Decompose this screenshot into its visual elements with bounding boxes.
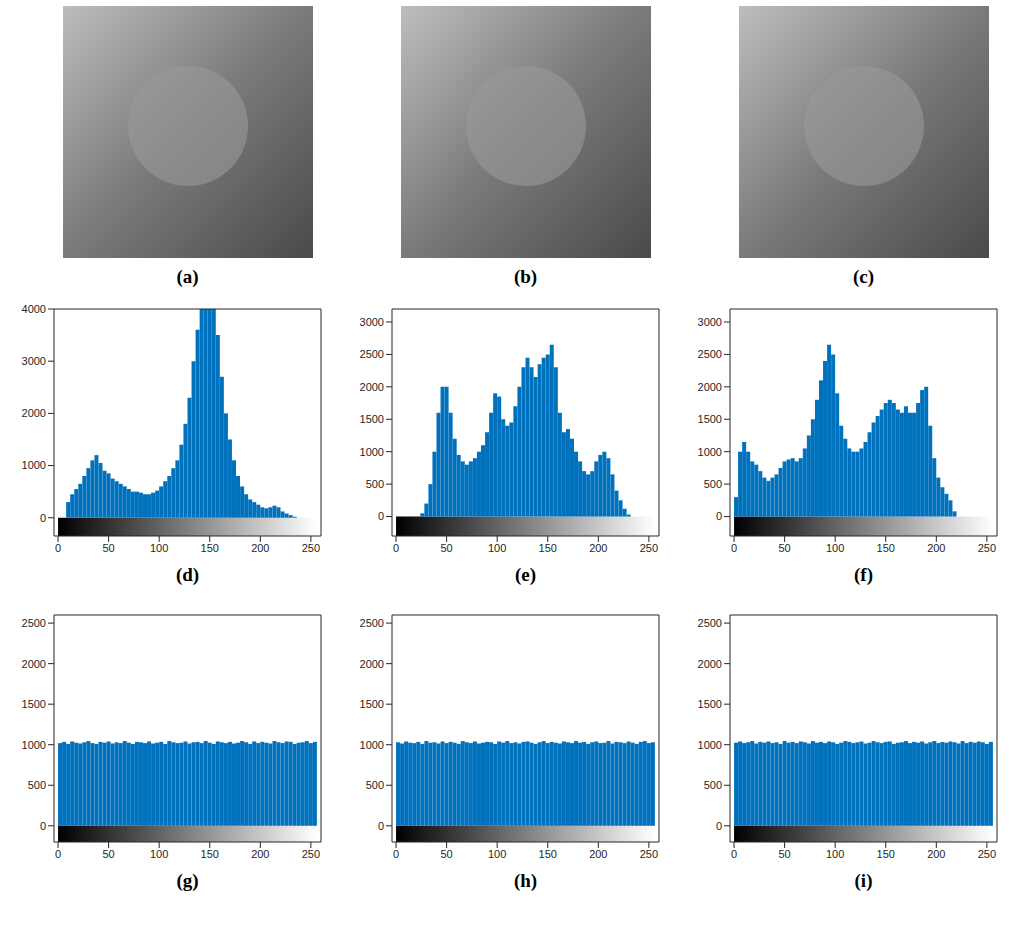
svg-text:200: 200 <box>927 542 945 554</box>
svg-text:200: 200 <box>251 848 269 860</box>
svg-text:0: 0 <box>393 542 399 554</box>
svg-text:0: 0 <box>393 848 399 860</box>
html-text:(h): (h) <box>513 870 538 891</box>
html-text:(c): (c) <box>853 266 874 287</box>
svg-text:1000: 1000 <box>360 446 384 458</box>
html-text:(i): (i) <box>854 870 873 891</box>
html-text:(b): (b) <box>513 266 538 287</box>
svg-text:0: 0 <box>731 542 737 554</box>
svg-text:250: 250 <box>302 848 320 860</box>
svg-text:0: 0 <box>40 820 46 832</box>
svg-text:100: 100 <box>826 848 844 860</box>
svg-text:500: 500 <box>366 779 384 791</box>
svg-text:2000: 2000 <box>698 658 722 670</box>
html-text:(e): (e) <box>515 564 536 585</box>
svg-text:1000: 1000 <box>22 739 46 751</box>
svg-text:200: 200 <box>589 848 607 860</box>
svg-text:1500: 1500 <box>22 698 46 710</box>
svg-text:250: 250 <box>640 848 658 860</box>
svg-text:4000: 4000 <box>22 303 46 315</box>
svg-text:150: 150 <box>201 848 219 860</box>
html-text:(d): (d) <box>175 564 200 585</box>
svg-text:0: 0 <box>731 848 737 860</box>
svg-text:3000: 3000 <box>360 316 384 328</box>
svg-text:100: 100 <box>488 848 506 860</box>
svg-text:2000: 2000 <box>22 658 46 670</box>
svg-text:0: 0 <box>716 820 722 832</box>
svg-text:2500: 2500 <box>698 348 722 360</box>
svg-text:2500: 2500 <box>698 617 722 629</box>
svg-text:0: 0 <box>55 542 61 554</box>
html-text:(a): (a) <box>176 266 199 287</box>
svg-text:200: 200 <box>251 542 269 554</box>
svg-text:150: 150 <box>201 542 219 554</box>
svg-text:1500: 1500 <box>698 698 722 710</box>
svg-text:200: 200 <box>927 848 945 860</box>
svg-text:100: 100 <box>488 542 506 554</box>
svg-text:2000: 2000 <box>360 658 384 670</box>
svg-text:50: 50 <box>102 848 114 860</box>
svg-text:1500: 1500 <box>698 413 722 425</box>
svg-text:200: 200 <box>589 542 607 554</box>
svg-text:150: 150 <box>877 542 895 554</box>
svg-text:500: 500 <box>704 779 722 791</box>
svg-text:2500: 2500 <box>22 617 46 629</box>
svg-text:2000: 2000 <box>22 407 46 419</box>
svg-text:0: 0 <box>40 512 46 524</box>
svg-text:150: 150 <box>877 848 895 860</box>
svg-text:50: 50 <box>778 848 790 860</box>
svg-text:500: 500 <box>28 779 46 791</box>
svg-text:2000: 2000 <box>698 381 722 393</box>
svg-text:250: 250 <box>302 542 320 554</box>
svg-text:1000: 1000 <box>22 459 46 471</box>
svg-text:1000: 1000 <box>698 739 722 751</box>
svg-text:0: 0 <box>716 510 722 522</box>
svg-text:0: 0 <box>55 848 61 860</box>
svg-text:50: 50 <box>102 542 114 554</box>
svg-text:1000: 1000 <box>360 739 384 751</box>
svg-text:3000: 3000 <box>22 355 46 367</box>
svg-text:0: 0 <box>378 510 384 522</box>
svg-text:250: 250 <box>640 542 658 554</box>
svg-text:1000: 1000 <box>698 446 722 458</box>
html-text:(f): (f) <box>854 564 873 585</box>
svg-text:100: 100 <box>150 542 168 554</box>
svg-text:1500: 1500 <box>360 413 384 425</box>
svg-text:2000: 2000 <box>360 381 384 393</box>
svg-text:50: 50 <box>778 542 790 554</box>
svg-text:50: 50 <box>440 848 452 860</box>
html-text:(g): (g) <box>176 870 199 891</box>
svg-text:150: 150 <box>539 542 557 554</box>
svg-text:100: 100 <box>826 542 844 554</box>
svg-text:50: 50 <box>440 542 452 554</box>
svg-text:150: 150 <box>539 848 557 860</box>
svg-text:100: 100 <box>150 848 168 860</box>
svg-text:2500: 2500 <box>360 617 384 629</box>
svg-text:250: 250 <box>978 542 996 554</box>
svg-text:3000: 3000 <box>698 316 722 328</box>
svg-text:0: 0 <box>378 820 384 832</box>
svg-text:500: 500 <box>704 478 722 490</box>
svg-text:250: 250 <box>978 848 996 860</box>
svg-text:2500: 2500 <box>360 348 384 360</box>
svg-text:1500: 1500 <box>360 698 384 710</box>
svg-text:500: 500 <box>366 478 384 490</box>
